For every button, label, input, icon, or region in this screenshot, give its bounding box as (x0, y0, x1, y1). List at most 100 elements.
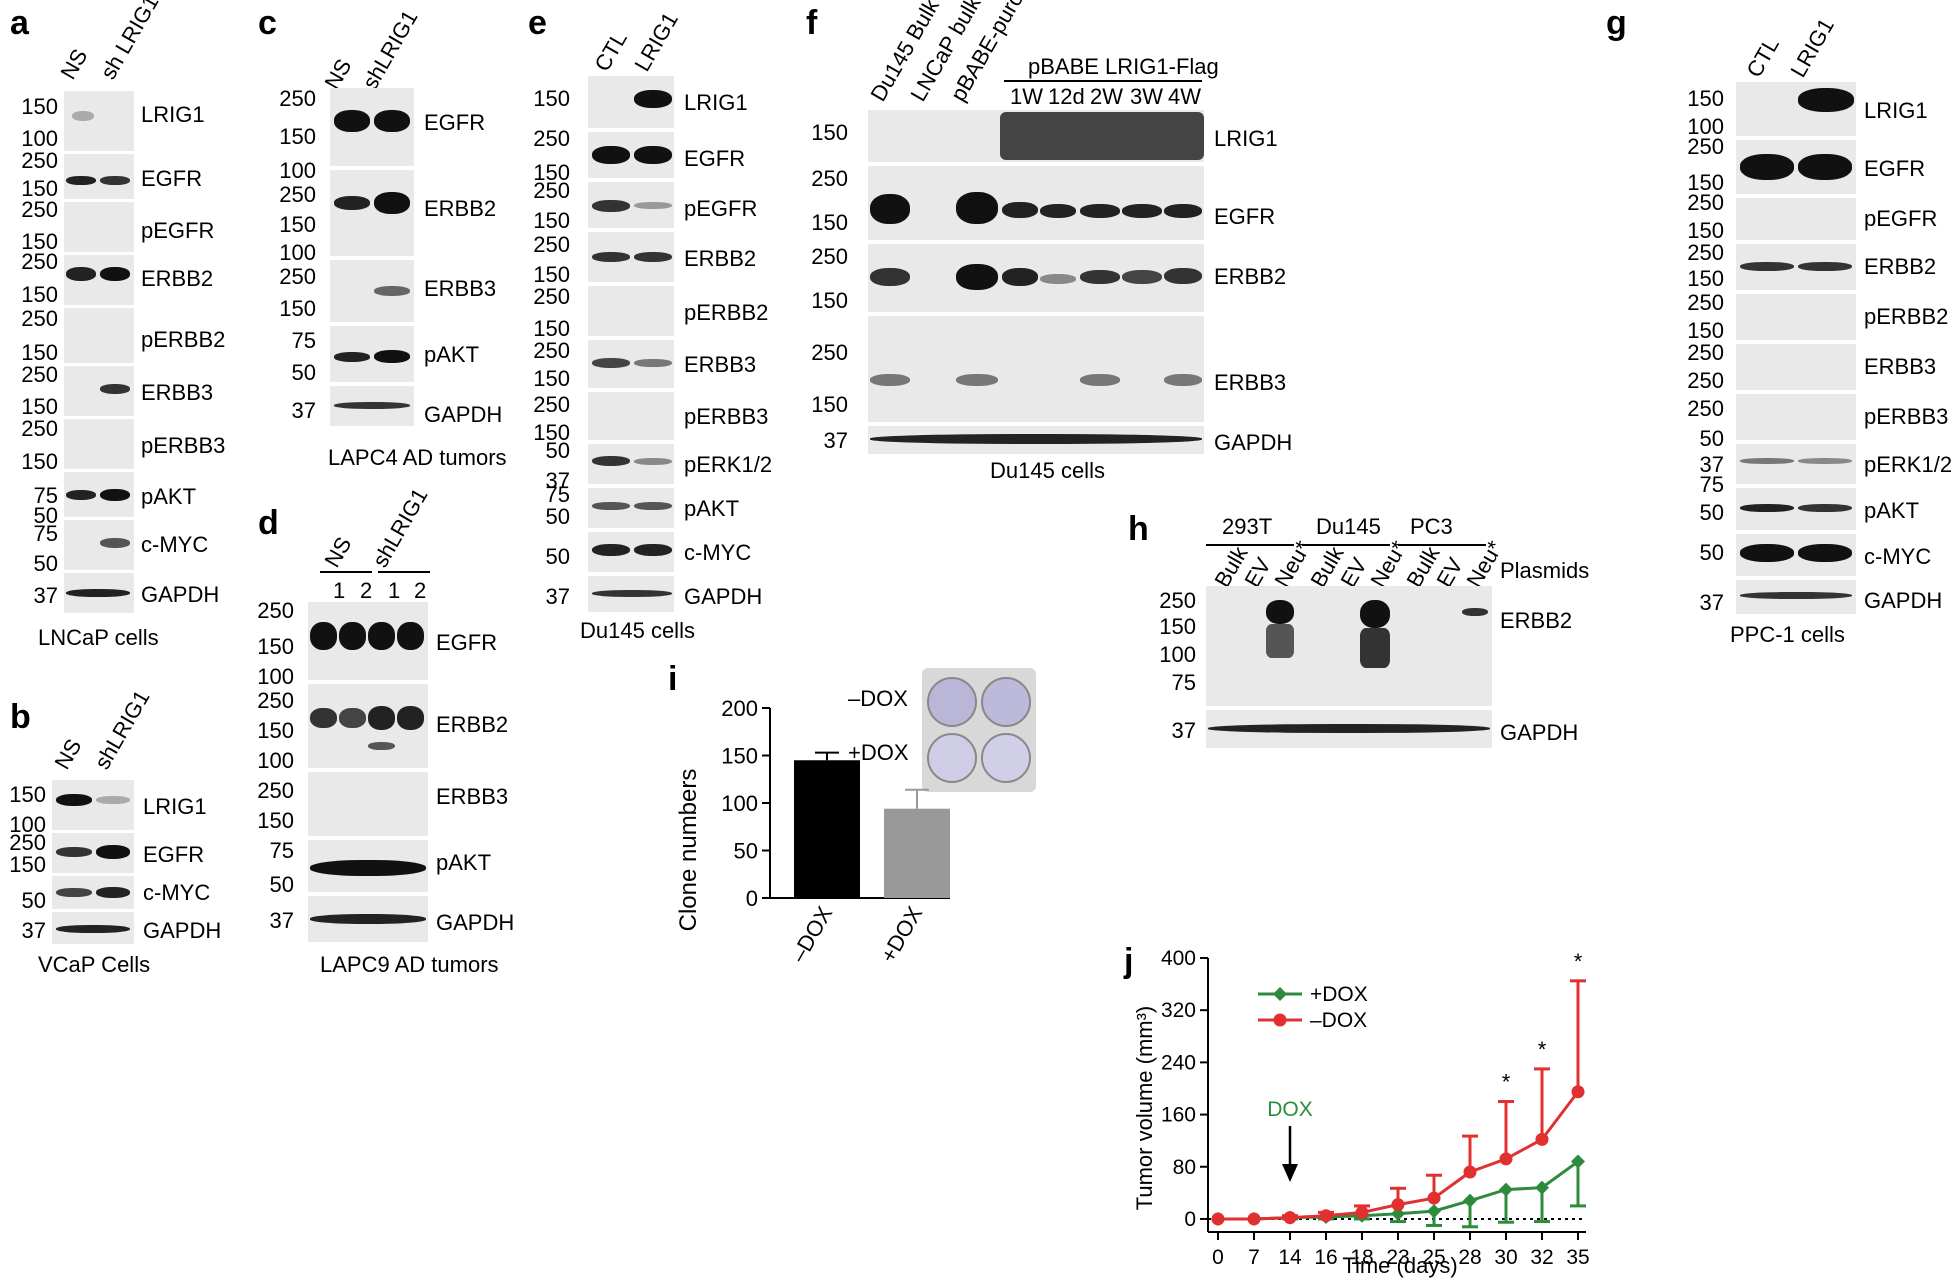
mw-marker: 250 (1687, 134, 1724, 159)
blot-erbb2 (330, 170, 414, 256)
protein-label: c-MYC (1864, 544, 1932, 569)
dox-annotation: DOX (1267, 1098, 1313, 1121)
y-tick-label: 320 (1161, 999, 1196, 1022)
mw-marker: 150 (279, 124, 316, 149)
mw-marker: 100 (9, 812, 46, 837)
insert-label: –DOX (848, 686, 908, 711)
lane-label: CTL (1741, 33, 1784, 82)
mw-marker: 150 (257, 718, 294, 743)
group-bar (378, 571, 430, 573)
mw-marker: 150 (21, 229, 58, 254)
mw-marker: 250 (811, 340, 848, 365)
protein-label: LRIG1 (1214, 126, 1278, 151)
data-point (1535, 1132, 1549, 1146)
protein-label: pERBB2 (684, 300, 769, 325)
mw-marker: 250 (811, 244, 848, 269)
panel-caption: PPC-1 cells (1730, 622, 1845, 647)
mw-marker: 250 (21, 362, 58, 387)
panel-h-label: h (1128, 510, 1149, 548)
blot-erbb3 (588, 340, 674, 388)
group-label: pBABE LRIG1-Flag (1028, 54, 1219, 79)
protein-label: EGFR (141, 166, 203, 191)
y-tick-label: 150 (721, 744, 758, 769)
protein-label: c-MYC (141, 532, 209, 557)
mw-marker: 75 (545, 482, 570, 507)
y-tick-label: 80 (1173, 1156, 1196, 1179)
protein-label: GAPDH (1500, 720, 1579, 745)
blot-perbb2 (1736, 294, 1856, 340)
blot-pegfr (588, 182, 674, 228)
mw-marker: 250 (533, 392, 570, 417)
mw-marker: 100 (257, 748, 294, 773)
cell-line-label: PC3 (1410, 514, 1453, 539)
protein-label: LRIG1 (684, 90, 748, 115)
blot-gapdh (868, 426, 1204, 454)
protein-label: ERBB2 (1864, 254, 1937, 279)
blot-erbb3 (64, 366, 134, 416)
protein-label: GAPDH (684, 584, 763, 609)
lane-number: 2 (360, 578, 373, 603)
protein-label: LRIG1 (141, 102, 205, 127)
blot-erbb3 (868, 316, 1204, 422)
mw-marker: 150 (9, 852, 46, 877)
x-tick-label: 32 (1530, 1246, 1553, 1269)
protein-label: ERBB3 (1864, 354, 1937, 379)
blot-perbb3 (64, 419, 134, 469)
blot-perbb3 (1736, 394, 1856, 440)
data-point (1571, 1085, 1585, 1099)
lane-label: LRIG1 (629, 7, 683, 76)
blot-erbb2 (64, 255, 134, 305)
blot-gapdh (1736, 580, 1856, 614)
blot-pakt (330, 326, 414, 382)
blot-pegfr (1736, 198, 1856, 240)
blot-perk (1736, 444, 1856, 484)
panel-i-label: i (668, 660, 678, 698)
significance-star: * (1538, 1037, 1547, 1062)
mw-marker: 50 (1699, 540, 1724, 565)
mw-marker: 250 (21, 197, 58, 222)
protein-label: GAPDH (436, 910, 515, 935)
data-point (1463, 1193, 1477, 1208)
mw-marker: 250 (257, 778, 294, 803)
blot-erbb2 (1206, 586, 1492, 706)
mw-marker: 150 (533, 420, 570, 445)
blot-egfr (330, 88, 414, 166)
blot-pakt (64, 472, 134, 517)
mw-marker: 50 (33, 551, 58, 576)
blot-gapdh (330, 386, 414, 426)
significance-star: * (1574, 950, 1583, 974)
mw-marker: 150 (1687, 86, 1724, 111)
group-bar (1398, 544, 1486, 546)
mw-marker: 75 (33, 521, 58, 546)
protein-label: pERBB3 (684, 404, 769, 429)
blot-lrig1 (64, 91, 134, 151)
dox-arrow-head (1282, 1164, 1298, 1182)
mw-marker: 100 (279, 240, 316, 265)
data-point (1319, 1209, 1333, 1223)
y-tick-label: 160 (1161, 1104, 1196, 1127)
lane-label: 2W (1090, 84, 1123, 109)
mw-marker: 150 (1687, 266, 1724, 291)
bar-1 (794, 760, 860, 898)
mw-marker: 250 (533, 338, 570, 363)
y-tick-label: 400 (1161, 950, 1196, 970)
protein-label: ERBB3 (436, 784, 509, 809)
panel-c-label: c (258, 4, 277, 42)
mw-marker: 75 (1171, 670, 1196, 695)
mw-marker: 150 (1159, 614, 1196, 639)
mw-marker: 50 (269, 872, 294, 897)
group-label: NS (319, 532, 357, 572)
mw-marker: 250 (1159, 588, 1196, 613)
mw-marker: 100 (257, 664, 294, 689)
blot-gapdh (52, 912, 134, 944)
panel-g-label: g (1606, 4, 1627, 42)
mw-marker: 250 (21, 416, 58, 441)
panel-a-label: a (10, 4, 29, 42)
protein-label: EGFR (143, 842, 205, 867)
blot-egfr (1736, 140, 1856, 194)
blot-gapdh (1206, 710, 1492, 748)
lane-label: 3W (1130, 84, 1163, 109)
protein-label: GAPDH (143, 918, 222, 943)
protein-label: c-MYC (684, 540, 752, 565)
mw-marker: 150 (279, 296, 316, 321)
